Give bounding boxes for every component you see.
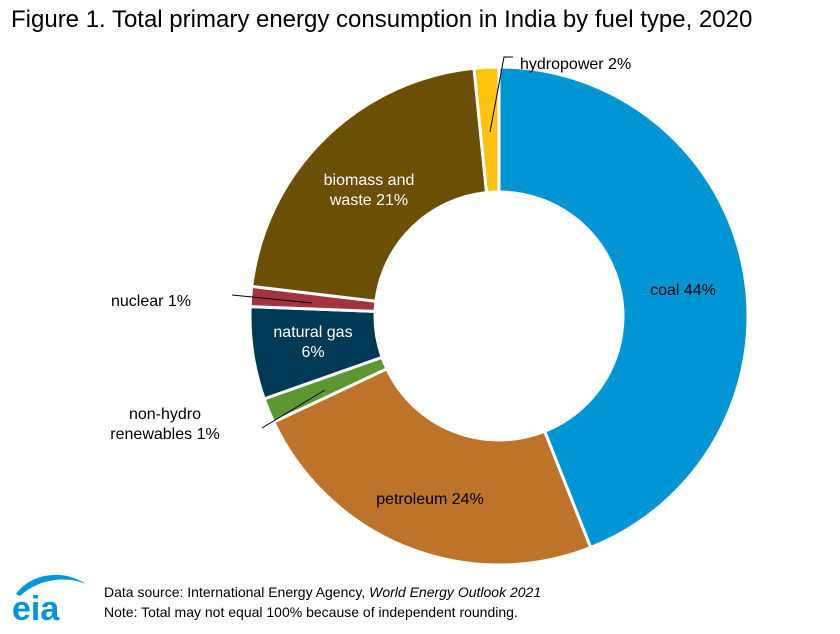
- leader-line-hydropower: [489, 56, 513, 133]
- slice-petroleum: [271, 366, 593, 567]
- slice-label-coal: coal 44%: [650, 282, 716, 299]
- slice-label-nuclear: nuclear 1%: [111, 293, 191, 310]
- slice-label-biomass-and-waste: biomass and: [324, 172, 415, 189]
- data-source-title: World Energy Outlook 2021: [369, 584, 542, 600]
- data-source-note: Data source: International Energy Agency…: [104, 582, 541, 602]
- slice-coal: [497, 65, 750, 550]
- slice-label-biomass-and-waste: waste 21%: [329, 192, 408, 209]
- slice-label-non-hydro-renewables: renewables 1%: [110, 426, 219, 443]
- slice-label-natural-gas: natural gas: [273, 324, 352, 341]
- chart-footer: Data source: International Energy Agency…: [104, 582, 541, 622]
- leader-line-non-hydro-renewables: [261, 389, 326, 429]
- slice-label-natural-gas: 6%: [301, 344, 324, 361]
- logo-text: eia: [12, 590, 60, 624]
- rounding-note: Note: Total may not equal 100% because o…: [104, 604, 518, 620]
- data-source-prefix: Data source: International Energy Agency…: [104, 584, 370, 600]
- eia-logo: eia: [12, 574, 86, 624]
- slice-label-non-hydro-renewables: non-hydro: [129, 406, 201, 423]
- leader-line-nuclear: [231, 294, 313, 304]
- slice-label-hydropower: hydropower 2%: [520, 56, 631, 73]
- slice-biomass-and-waste: [250, 66, 489, 303]
- slice-label-petroleum: petroleum 24%: [376, 491, 484, 508]
- slice-labels: coal 44% petroleum 24% non-hydro renewables…: [110, 56, 716, 508]
- leader-lines: [231, 56, 513, 429]
- donut-slices: [248, 65, 750, 567]
- logo-swoosh: [16, 574, 86, 596]
- chart-title: Figure 1. Total primary energy consumpti…: [11, 6, 753, 33]
- slice-hydropower: [472, 65, 501, 195]
